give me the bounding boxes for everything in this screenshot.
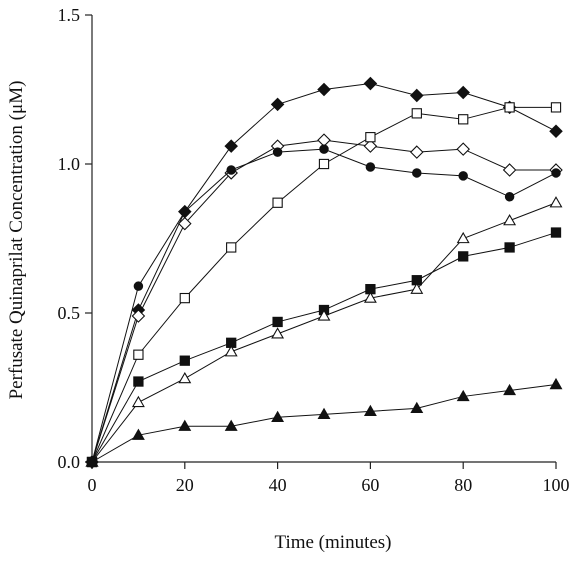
data-point (179, 292, 190, 304)
data-point (365, 132, 376, 143)
data-point (318, 158, 330, 170)
data-point (319, 144, 329, 154)
y-tick-label: 0.5 (58, 303, 81, 323)
series-line (91, 384, 557, 463)
data-point (179, 355, 190, 366)
y-tick-label: 0.0 (58, 452, 81, 472)
x-tick-label: 40 (269, 475, 287, 495)
data-point (131, 309, 146, 323)
series-open-triangle (85, 196, 563, 467)
data-point (550, 227, 562, 238)
data-point (458, 171, 468, 181)
data-point (133, 376, 144, 387)
data-point (456, 85, 470, 100)
data-point (504, 192, 515, 202)
series-open-square (86, 102, 562, 468)
data-point (363, 76, 378, 91)
series-line (91, 232, 557, 463)
data-point (131, 395, 145, 408)
data-point (549, 196, 563, 208)
data-point (272, 147, 283, 157)
data-point (131, 428, 145, 440)
data-point (550, 102, 562, 113)
series-line (91, 202, 557, 463)
data-point (272, 316, 283, 328)
data-point (363, 139, 378, 153)
data-point (456, 231, 470, 244)
data-point (503, 383, 517, 396)
data-point (133, 281, 144, 291)
data-point (410, 282, 424, 294)
data-point (504, 242, 515, 253)
data-point (551, 168, 561, 178)
data-point (317, 309, 331, 321)
data-point (224, 419, 238, 431)
data-point (272, 197, 283, 208)
x-tick-label: 100 (543, 475, 570, 495)
data-point (317, 82, 331, 97)
data-point (410, 145, 424, 159)
data-point (271, 410, 285, 422)
x-tick-label: 0 (88, 475, 97, 495)
y-tick-label: 1.0 (58, 154, 81, 174)
series-filled-triangle (85, 377, 563, 467)
data-point (178, 419, 192, 431)
series-layer (85, 76, 563, 469)
data-point (363, 404, 377, 417)
data-point (410, 88, 424, 103)
data-point (317, 407, 331, 419)
x-axis-label: Time (minutes) (275, 532, 392, 553)
data-point (410, 401, 424, 414)
data-point (133, 349, 144, 360)
data-point (458, 251, 469, 262)
data-point (226, 242, 237, 253)
data-point (178, 216, 192, 231)
x-tick-label: 60 (361, 475, 379, 495)
series-filled-square (86, 227, 562, 468)
x-tick-label: 20 (176, 475, 194, 495)
y-tick-label: 1.5 (58, 5, 81, 25)
data-point (458, 114, 469, 125)
data-point (178, 371, 192, 384)
data-point (412, 168, 422, 178)
y-axis-label: Perfusate Quinaprilat Concentration (μM) (6, 81, 27, 400)
data-point (226, 165, 236, 175)
data-point (502, 163, 517, 177)
data-point (224, 139, 238, 153)
data-point (85, 455, 99, 467)
data-point (270, 97, 285, 112)
data-point (180, 206, 190, 217)
data-point (503, 214, 517, 226)
data-point (504, 102, 515, 113)
data-point (456, 142, 470, 156)
data-point (549, 377, 563, 390)
data-point (456, 389, 470, 402)
data-point (363, 291, 377, 303)
axes: 0.0 0.5 1.0 1.5 0 20 40 60 80 100 (58, 5, 570, 495)
data-point (271, 327, 285, 339)
x-tick-label: 80 (454, 475, 472, 495)
data-point (549, 124, 563, 138)
data-point (411, 108, 422, 119)
data-point (224, 345, 238, 357)
data-point (365, 162, 376, 172)
